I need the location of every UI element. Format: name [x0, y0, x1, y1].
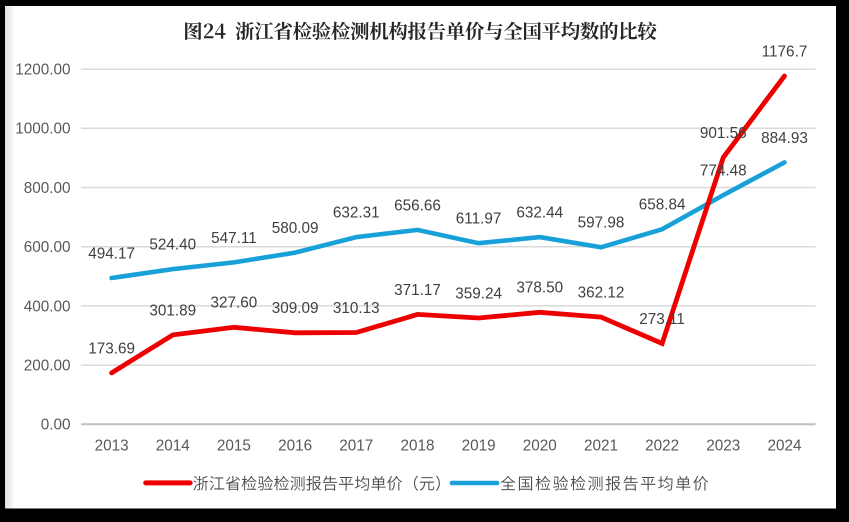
svg-text:2022: 2022 [645, 438, 679, 455]
svg-text:2015: 2015 [217, 438, 251, 455]
svg-text:494.17: 494.17 [88, 245, 135, 262]
svg-text:658.84: 658.84 [639, 197, 686, 214]
svg-text:2024: 2024 [767, 438, 802, 455]
svg-text:2020: 2020 [523, 438, 557, 455]
svg-text:547.11: 547.11 [211, 230, 257, 247]
svg-text:524.40: 524.40 [149, 237, 196, 254]
svg-text:901.56: 901.56 [700, 125, 747, 142]
svg-text:632.31: 632.31 [333, 205, 380, 222]
svg-text:0.00: 0.00 [41, 417, 71, 434]
svg-text:371.17: 371.17 [394, 282, 441, 299]
svg-text:632.44: 632.44 [516, 205, 563, 222]
svg-text:1176.7: 1176.7 [762, 43, 808, 60]
svg-text:301.89: 301.89 [149, 302, 196, 319]
svg-text:310.13: 310.13 [333, 300, 380, 317]
svg-text:173.69: 173.69 [88, 340, 135, 357]
svg-text:2017: 2017 [339, 438, 373, 455]
svg-text:597.98: 597.98 [578, 215, 625, 232]
svg-text:1000.00: 1000.00 [15, 121, 70, 138]
svg-text:400.00: 400.00 [24, 298, 71, 315]
svg-text:327.60: 327.60 [211, 295, 258, 312]
svg-text:656.66: 656.66 [394, 197, 441, 214]
svg-text:800.00: 800.00 [24, 180, 71, 197]
svg-text:378.50: 378.50 [516, 280, 563, 297]
svg-text:2021: 2021 [584, 438, 618, 455]
svg-text:309.09: 309.09 [272, 300, 319, 317]
svg-text:774.48: 774.48 [700, 163, 747, 180]
svg-text:884.93: 884.93 [761, 130, 808, 147]
svg-text:2018: 2018 [400, 438, 434, 455]
svg-text:2023: 2023 [706, 438, 740, 455]
svg-text:600.00: 600.00 [24, 239, 71, 256]
svg-text:359.24: 359.24 [455, 285, 502, 302]
svg-text:2019: 2019 [462, 438, 496, 455]
svg-text:2016: 2016 [278, 438, 312, 455]
svg-text:1200.00: 1200.00 [15, 62, 70, 79]
svg-text:362.12: 362.12 [578, 285, 625, 302]
svg-text:2014: 2014 [156, 438, 191, 455]
svg-text:2013: 2013 [95, 438, 129, 455]
svg-text:273.11: 273.11 [639, 311, 685, 328]
svg-text:611.97: 611.97 [456, 211, 502, 228]
svg-text:580.09: 580.09 [272, 220, 319, 237]
svg-text:200.00: 200.00 [24, 358, 71, 375]
